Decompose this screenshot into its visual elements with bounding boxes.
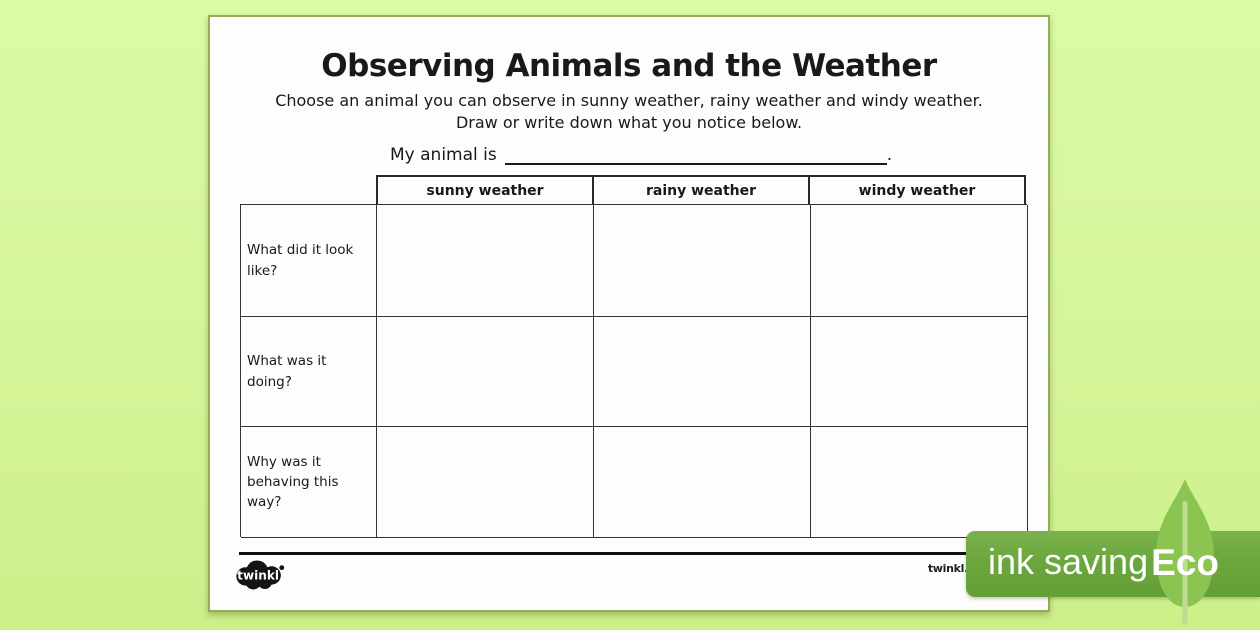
row-label-look-like: What did it look like?: [241, 205, 377, 317]
table-cell-look-sunny[interactable]: [377, 205, 594, 317]
ink-saving-badge: ink saving: [966, 531, 1260, 597]
table-cell-doing-windy[interactable]: [811, 317, 1028, 427]
table-cell-behaving-windy[interactable]: [811, 427, 1028, 538]
worksheet-paper: Observing Animals and the Weather Choose…: [208, 15, 1050, 612]
instructions-line-2: Draw or write down what you notice below…: [455, 113, 803, 132]
footer-divider-line: [239, 552, 1026, 555]
row-label-behaving: Why was it behaving this way?: [241, 427, 377, 538]
column-header-rainy-weather: rainy weather: [594, 177, 810, 204]
table-cell-look-rainy[interactable]: [594, 205, 811, 317]
column-header-windy-weather: windy weather: [858, 182, 976, 199]
column-header-sunny-weather: sunny weather: [378, 177, 594, 204]
twinkl-site-credit: twinkl.: [927, 562, 968, 575]
table-cell-behaving-rainy[interactable]: [594, 427, 811, 538]
instructions-line-1: Choose an animal you can observe in sunn…: [275, 91, 983, 110]
worksheet-title: Observing Animals and the Weather: [321, 48, 937, 84]
eco-leaf-icon: [1156, 479, 1214, 625]
my-animal-row: My animal is .: [390, 139, 892, 165]
twinkl-logo-text: twinkl: [237, 568, 279, 582]
my-animal-label: My animal is: [390, 145, 497, 165]
my-animal-blank-field[interactable]: [504, 143, 887, 165]
my-animal-period: .: [886, 145, 893, 165]
twinkl-cloud-logo-icon: twinkl: [236, 560, 285, 590]
table-cell-behaving-sunny[interactable]: [377, 427, 594, 538]
table-cell-doing-rainy[interactable]: [594, 317, 811, 427]
table-cell-look-windy[interactable]: [811, 205, 1028, 317]
ink-saving-label: ink saving: [988, 541, 1149, 582]
observation-table: What did it look like? What was it doing…: [240, 204, 1028, 538]
row-label-doing: What was it doing?: [241, 317, 377, 427]
table-header-row: sunny weather rainy weather windy weathe…: [376, 175, 1026, 206]
eco-label: Eco: [1151, 542, 1219, 583]
table-cell-doing-sunny[interactable]: [377, 317, 594, 427]
